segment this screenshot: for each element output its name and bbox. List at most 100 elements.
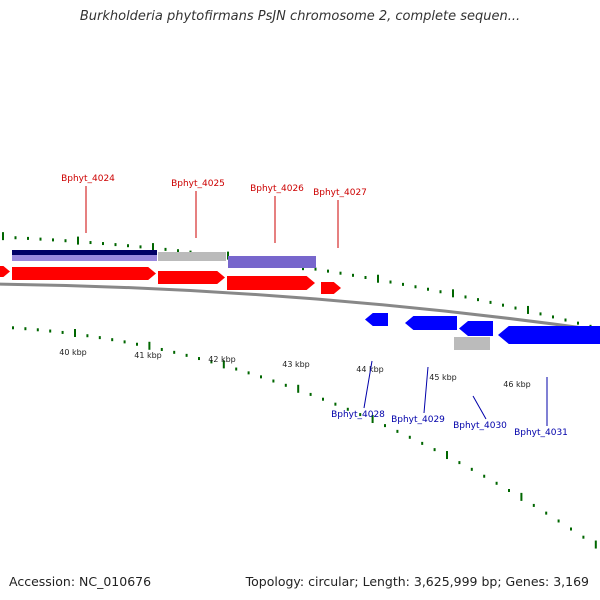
minor-tick [427,287,429,291]
minor-tick [114,243,117,247]
minor-tick [284,383,287,387]
reverse-gene-arrow[interactable] [365,313,388,326]
minor-tick [52,238,54,242]
minor-tick [61,330,64,334]
feature-bar [228,256,316,268]
reverse-gene-arrow[interactable] [459,321,493,336]
minor-tick [532,503,535,507]
major-tick [74,329,76,338]
gene-label[interactable]: Bphyt_4030 [453,421,507,431]
minor-tick [552,315,554,319]
forward-gene-arrow[interactable] [321,282,341,294]
minor-tick [464,295,467,299]
minor-tick [86,334,89,338]
minor-tick [210,360,213,364]
minor-tick [127,244,129,248]
feature-track [12,250,490,350]
minor-tick [98,336,101,340]
major-tick [520,492,523,501]
minor-tick [384,424,386,428]
major-tick [446,451,448,460]
reverse-gene-arrow[interactable] [405,316,457,330]
minor-tick [352,273,354,277]
minor-tick [564,318,567,322]
major-tick [297,384,300,393]
backbone-ring [0,282,600,332]
scale-label: 43 kbp [282,360,310,369]
gene-label[interactable]: Bphyt_4026 [250,184,304,194]
minor-tick [12,326,14,330]
minor-tick [539,312,542,316]
gene-label[interactable]: Bphyt_4031 [514,428,568,438]
gene-label[interactable]: Bphyt_4027 [313,188,367,198]
minor-tick [247,371,250,375]
minor-tick [173,350,176,354]
forward-gene-arrow[interactable] [227,276,315,290]
backbone-line [0,282,600,332]
minor-tick [582,535,585,539]
forward-gene-arrow[interactable] [0,266,10,277]
major-tick [452,289,454,298]
feature-bar [454,337,490,350]
minor-tick [39,237,42,241]
forward-gene-arrow[interactable] [158,271,225,284]
forward-gene-arrow[interactable] [12,267,156,280]
minor-tick [314,267,317,271]
minor-tick [309,392,312,396]
minor-tick [339,271,342,275]
minor-tick [322,397,324,401]
minor-tick [433,448,436,452]
gene-label[interactable]: Bphyt_4025 [171,179,225,189]
scale-label: 40 kbp [59,348,87,357]
minor-tick [123,340,126,344]
minor-tick [458,461,461,465]
minor-tick [402,282,404,286]
feature-bar [12,255,157,261]
label-leader-line [472,395,487,420]
minor-tick [272,379,275,383]
major-tick [377,274,379,283]
gene-label[interactable]: Bphyt_4028 [331,410,385,420]
minor-tick [185,353,188,357]
scale-label: 41 kbp [134,351,162,360]
minor-tick [483,474,486,478]
minor-tick [89,241,92,245]
scale-labels: 40 kbp 41 kbp 42 kbp 43 kbp 44 kbp 45 kbp 46 k… [59,348,531,389]
minor-tick [508,489,510,493]
minor-tick [136,342,138,346]
accession-text: Accession: NC_010676 [9,574,152,589]
feature-bar [158,252,226,261]
minor-tick [139,245,142,249]
major-tick [77,236,79,245]
minor-tick [557,519,560,523]
minor-tick [327,269,329,273]
minor-tick [64,239,67,243]
minor-tick [346,407,349,411]
label-leader-line [363,360,373,409]
minor-tick [36,328,39,332]
scale-label: 45 kbp [429,373,457,382]
minor-tick [27,236,29,240]
gene-label[interactable]: Bphyt_4024 [61,174,115,184]
reverse-gene-arrow[interactable] [498,326,600,344]
minor-tick [49,329,52,333]
major-tick [2,232,4,241]
minor-tick [235,367,238,371]
minor-tick [164,247,167,251]
gene-track [0,266,600,344]
minor-tick [477,298,479,302]
minor-tick [177,249,179,253]
minor-tick [111,338,114,342]
feature-bar [12,250,157,255]
inner-tick-ring [12,326,597,549]
gene-label[interactable]: Bphyt_4029 [391,415,445,425]
minor-tick [102,242,104,246]
minor-tick [160,347,163,351]
minor-tick [495,481,498,485]
minor-tick [421,441,424,445]
scale-label: 42 kbp [208,355,236,364]
minor-tick [389,280,392,284]
minor-tick [396,429,399,433]
minor-tick [408,435,411,439]
